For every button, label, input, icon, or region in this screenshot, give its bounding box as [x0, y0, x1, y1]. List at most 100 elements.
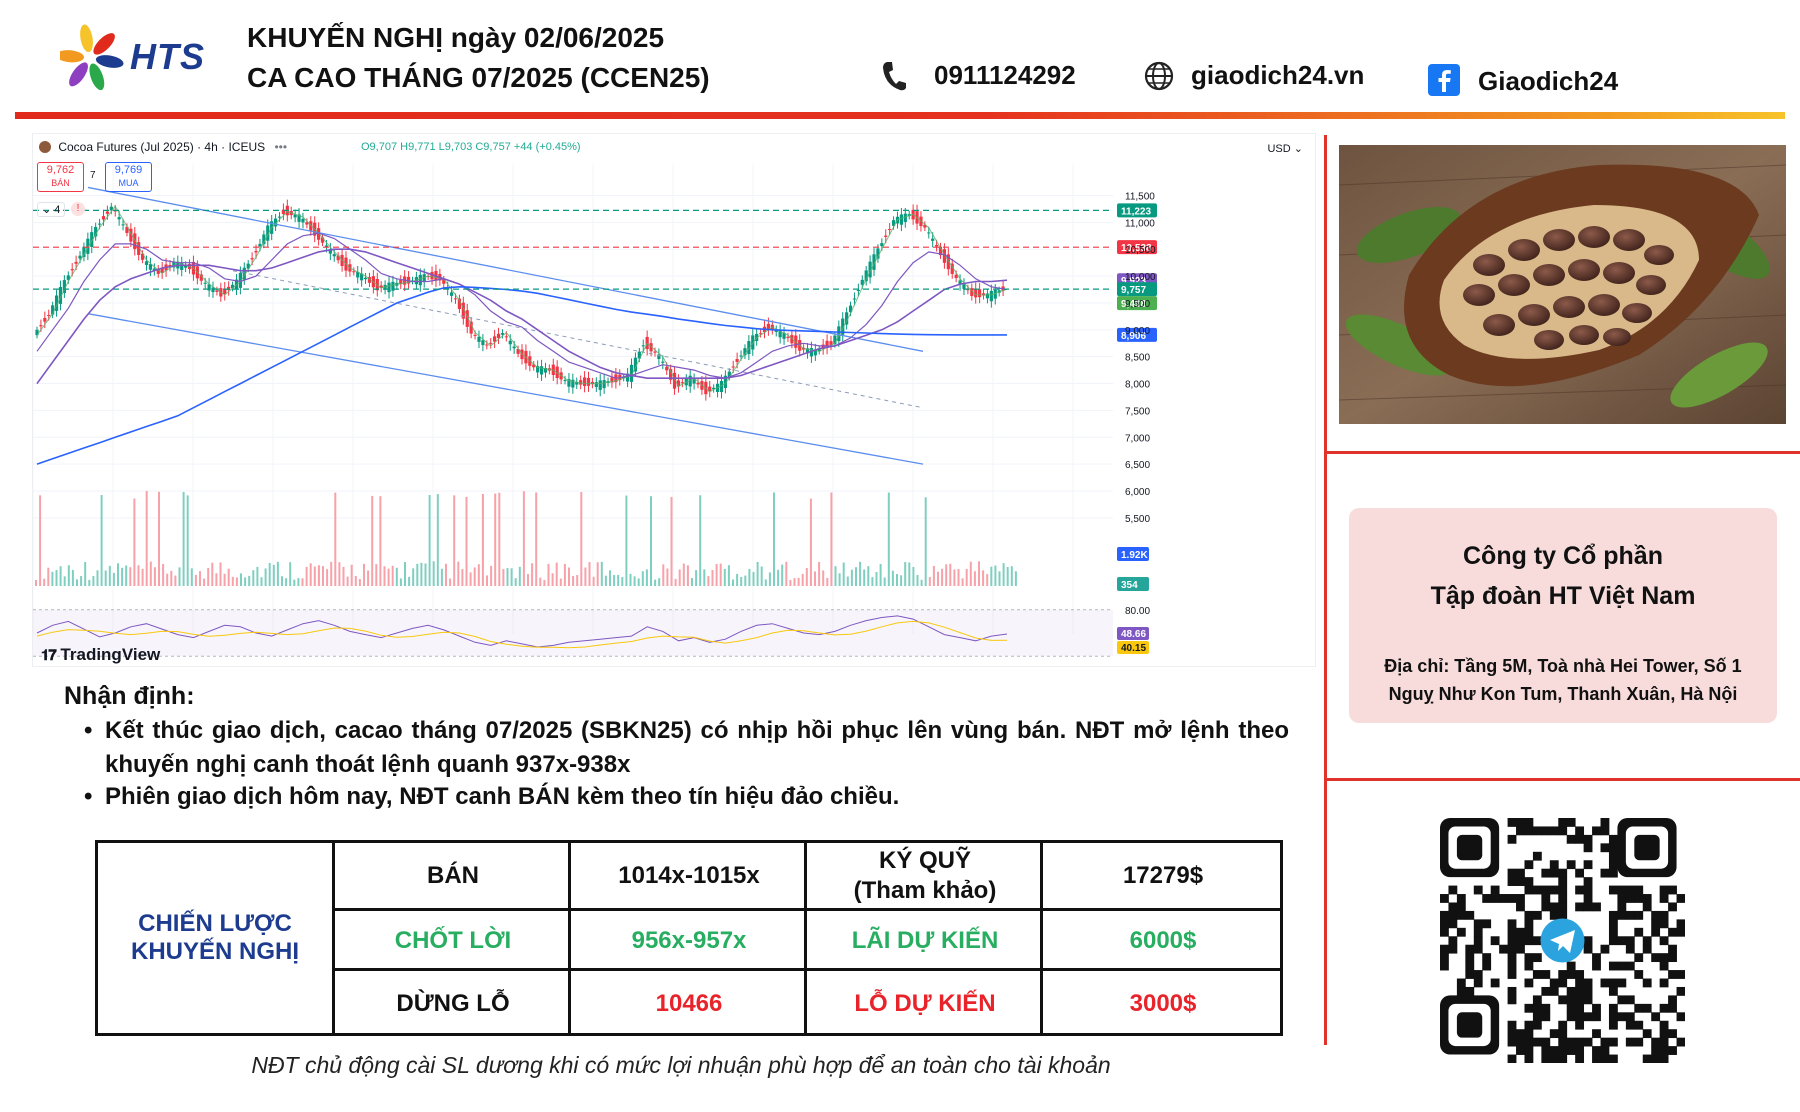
chart-symbol-header[interactable]: Cocoa Futures (Jul 2025) · 4h · ICEUS ••…	[39, 140, 287, 154]
hts-logo-icon	[60, 24, 124, 91]
qr-module	[1642, 902, 1652, 912]
candle-body	[332, 254, 336, 257]
qr-module	[1608, 834, 1618, 844]
qr-module	[1583, 936, 1593, 946]
qr-module	[1448, 910, 1458, 920]
qr-module	[1634, 927, 1644, 937]
volume-bar	[969, 561, 972, 586]
volume-bar	[773, 492, 775, 586]
candle-body	[790, 335, 794, 344]
volume-bar	[613, 575, 616, 586]
qr-module	[1473, 885, 1483, 895]
candle-body	[817, 349, 821, 352]
strategy-heading: CHIẾN LƯỢC KHUYẾN NGHỊ	[130, 910, 299, 965]
candle-body	[293, 214, 297, 218]
ma-series-line-4	[36, 285, 1007, 465]
qr-module	[1524, 1029, 1534, 1039]
tradingview-label: TradingView	[60, 645, 161, 664]
volume-bar	[891, 570, 894, 586]
volume-bar	[178, 567, 181, 586]
volume-bar	[59, 566, 62, 586]
qr-module	[1651, 1012, 1661, 1022]
candle-body	[51, 305, 55, 315]
volume-bar	[481, 494, 484, 586]
buy-price-button[interactable]: 9,769 MUA	[105, 162, 152, 192]
volume-bar	[100, 495, 103, 586]
volume-bar	[313, 566, 316, 586]
volume-bar	[953, 569, 956, 586]
volume-bar	[440, 568, 443, 586]
website-url: giaodich24.vn	[1191, 60, 1365, 90]
qr-module	[1625, 910, 1635, 920]
footnote: NĐT chủ động cài SL dương khi có mức lợi…	[251, 1052, 1111, 1078]
volume-bar	[399, 578, 402, 586]
qr-module	[1575, 1037, 1585, 1047]
entry-cell: 1014x-1015x	[568, 840, 807, 911]
indicator-toggle[interactable]: ⌄ 4	[37, 202, 66, 217]
more-options-icon[interactable]: •••	[274, 140, 288, 154]
candle-body	[985, 293, 990, 299]
volume-bar	[822, 570, 825, 586]
stop-loss-label-cell: DỪNG LỖ	[332, 968, 571, 1036]
volume-bar	[76, 579, 78, 586]
qr-module	[1592, 1029, 1601, 1039]
candle-body	[950, 263, 954, 274]
volume-bar	[539, 577, 542, 586]
volume-bar	[235, 577, 238, 586]
volume-bar	[678, 569, 681, 586]
candle-body	[258, 243, 262, 247]
candle-body	[923, 224, 927, 228]
candle-body	[504, 336, 508, 338]
alert-icon[interactable]: !	[71, 202, 85, 216]
telegram-plane-icon	[1550, 930, 1575, 953]
qr-module	[1583, 834, 1593, 844]
qr-module	[1642, 944, 1652, 954]
candle-body	[743, 348, 747, 356]
qr-module	[1524, 927, 1534, 937]
y-tick-label: 6,500	[1125, 460, 1150, 471]
qr-module	[1600, 1054, 1610, 1064]
volume-bar	[691, 577, 693, 586]
oscillator-label-box	[1117, 641, 1149, 654]
candle-body	[391, 281, 395, 291]
candle-body	[297, 214, 301, 222]
volume-bar	[514, 578, 517, 586]
candle-body	[653, 351, 657, 353]
facebook-page: Giaodich24	[1478, 66, 1619, 96]
volume-bar	[666, 568, 669, 586]
buy-price: 9,769	[114, 164, 143, 176]
channel-lower-line	[87, 313, 924, 465]
volume-bar	[592, 576, 595, 586]
candle-body	[712, 387, 716, 390]
currency-selector[interactable]: USD ⌄	[1267, 143, 1303, 155]
qr-module	[1532, 970, 1542, 979]
candle-body	[246, 263, 250, 269]
qr-module	[1608, 927, 1618, 937]
qr-module	[1608, 1054, 1618, 1064]
volume-bar	[108, 565, 111, 586]
spread-value: 7	[90, 170, 96, 181]
volume-bar	[920, 579, 923, 586]
volume-bar	[215, 573, 218, 586]
bullet-dot: •	[84, 717, 93, 744]
candle-body	[672, 372, 677, 389]
volume-bar	[588, 562, 591, 586]
telegram-qr-code[interactable]	[1440, 818, 1686, 1064]
volume-bar	[153, 567, 156, 586]
candle-body	[418, 274, 422, 286]
qr-module	[1575, 1003, 1585, 1013]
volume-bar	[789, 579, 792, 586]
company-name-line2: Tập đoàn HT Việt Nam	[1430, 582, 1696, 610]
tradingview-chart[interactable]: 11,223 10,538 9,923 9,757 9,498 8,906 1.92K 354…	[32, 133, 1316, 667]
candle-body	[148, 264, 153, 270]
qr-module	[1507, 927, 1517, 937]
qr-module	[1625, 995, 1635, 1005]
qr-module	[1634, 1037, 1644, 1047]
candle-body	[766, 323, 771, 330]
candle-body	[629, 364, 634, 382]
candle-body	[876, 248, 880, 259]
candle-body	[676, 380, 681, 387]
chart-interval[interactable]: 4h	[204, 140, 218, 154]
sell-price-button[interactable]: 9,762 BÁN	[37, 162, 84, 192]
qr-module	[1440, 961, 1449, 971]
